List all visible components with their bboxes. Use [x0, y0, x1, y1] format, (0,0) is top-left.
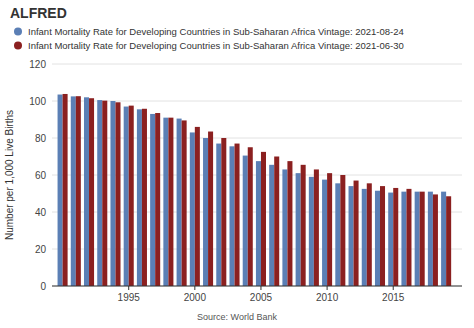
x-axis: 1995 2000 2005 2010 2015	[52, 286, 462, 303]
x-tick-label: 2005	[250, 292, 273, 303]
bar	[340, 175, 345, 286]
x-tick-label: 1995	[118, 292, 141, 303]
legend-swatch	[14, 42, 22, 50]
bar	[428, 192, 433, 286]
bar	[327, 173, 332, 286]
y-tick-label: 20	[35, 244, 47, 255]
bar	[97, 100, 102, 286]
bar	[58, 95, 63, 286]
x-tick	[194, 286, 195, 290]
bar	[150, 114, 155, 286]
x-tick	[128, 286, 129, 290]
grid-line	[52, 64, 462, 65]
bar	[406, 189, 411, 286]
bar	[129, 106, 134, 286]
x-tick	[393, 286, 394, 290]
bar	[256, 161, 261, 286]
bar	[115, 102, 120, 286]
bar	[349, 186, 354, 286]
y-tick-label: 40	[35, 207, 47, 218]
bar	[243, 156, 248, 286]
bar	[248, 147, 253, 286]
bar	[71, 96, 76, 286]
legend-entry: Infant Mortality Rate for Developing Cou…	[28, 26, 404, 37]
bar	[354, 181, 359, 286]
bar	[89, 98, 94, 286]
bar	[76, 96, 81, 286]
bar	[142, 109, 147, 286]
x-tick-label: 2010	[316, 292, 339, 303]
bar	[415, 192, 420, 286]
bar	[163, 118, 168, 286]
bar	[195, 127, 200, 286]
bar	[182, 120, 187, 286]
bar	[282, 169, 287, 286]
bar	[235, 144, 240, 286]
bar	[314, 169, 319, 286]
bar	[287, 161, 292, 286]
bar	[322, 180, 327, 286]
bar	[110, 101, 115, 286]
bar	[420, 192, 425, 286]
bar	[190, 132, 195, 286]
chart: ALFRED Infant Mortality Rate for Developi…	[0, 0, 474, 328]
bar	[335, 183, 340, 286]
bar	[137, 109, 142, 286]
y-tick-label: 0	[40, 281, 46, 292]
bar	[393, 188, 398, 286]
bar	[155, 113, 160, 286]
legend: Infant Mortality Rate for Developing Cou…	[14, 26, 404, 51]
bar	[446, 196, 451, 286]
bar	[221, 138, 226, 286]
bar	[441, 192, 446, 286]
bar	[102, 101, 107, 286]
bar	[229, 146, 234, 286]
bar	[375, 191, 380, 286]
bar	[269, 165, 274, 286]
y-axis-label: Number per 1,000 Live Births	[4, 110, 15, 240]
legend-swatch	[14, 28, 22, 36]
title: ALFRED	[10, 5, 67, 21]
bar	[216, 144, 221, 286]
x-tick-label: 2015	[382, 292, 405, 303]
y-axis: 0 20 40 60 80 100 120	[29, 59, 462, 292]
annotation: Source: World Bank	[197, 312, 277, 322]
x-tick-label: 2000	[184, 292, 207, 303]
bar	[84, 97, 89, 286]
bar	[301, 165, 306, 286]
bar	[309, 177, 314, 286]
x-axis-line	[52, 286, 462, 287]
legend-entry: Infant Mortality Rate for Developing Cou…	[28, 40, 404, 51]
bar	[380, 186, 385, 286]
bar	[168, 118, 173, 286]
y-tick-label: 100	[29, 96, 46, 107]
bar	[433, 194, 438, 286]
y-tick-label: 80	[35, 133, 47, 144]
y-tick-label: 60	[35, 170, 47, 181]
bar	[362, 189, 367, 286]
bar	[203, 138, 208, 286]
bar	[388, 193, 393, 286]
bar	[401, 192, 406, 286]
bar	[261, 152, 266, 286]
bar	[274, 157, 279, 287]
bar	[63, 94, 68, 286]
x-tick	[260, 286, 261, 290]
x-tick	[327, 286, 328, 290]
y-tick-label: 120	[29, 59, 46, 70]
bar	[124, 107, 129, 286]
bar	[367, 183, 372, 286]
bar	[177, 119, 182, 286]
grid-line	[52, 286, 462, 287]
bar	[296, 173, 301, 286]
bar	[208, 132, 213, 286]
bars	[58, 94, 452, 286]
